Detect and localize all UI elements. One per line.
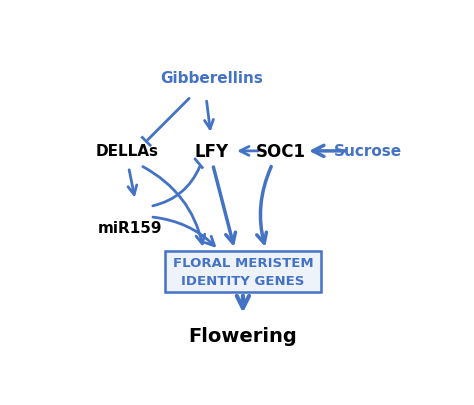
- Text: Flowering: Flowering: [189, 326, 297, 345]
- Text: DELLAs: DELLAs: [96, 144, 159, 159]
- FancyBboxPatch shape: [165, 251, 321, 292]
- Text: Gibberellins: Gibberellins: [160, 71, 263, 86]
- Text: LFY: LFY: [195, 143, 229, 160]
- Text: miR159: miR159: [98, 220, 163, 235]
- Text: Sucrose: Sucrose: [334, 144, 402, 159]
- Text: FLORAL MERISTEM
IDENTITY GENES: FLORAL MERISTEM IDENTITY GENES: [173, 256, 313, 287]
- Text: SOC1: SOC1: [255, 143, 305, 160]
